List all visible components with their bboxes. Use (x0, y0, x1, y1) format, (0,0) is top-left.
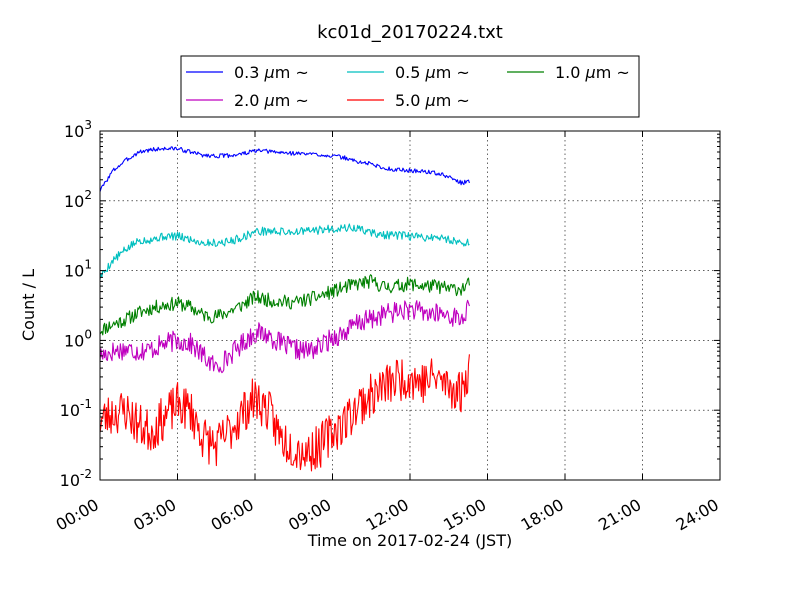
y-tick-label: 102 (64, 188, 92, 211)
axis-ticks (99, 130, 721, 481)
y-axis-label: Count / L (19, 269, 38, 341)
y-tick-label: 10-2 (60, 467, 92, 490)
legend-entry-label: 1.0 μm ~ (555, 63, 630, 82)
y-tick-label: 103 (64, 118, 92, 141)
series-line (99, 223, 470, 280)
legend-entry-label: 0.3 μm ~ (234, 63, 309, 82)
legend-entry-label: 2.0 μm ~ (234, 91, 309, 110)
y-tick-label: 101 (64, 258, 92, 281)
chart-title: kc01d_20170224.txt (317, 22, 503, 43)
legend-entry-label: 5.0 μm ~ (395, 91, 470, 110)
legend: 0.3 μm ~ 0.5 μm ~ 1.0 μm ~ 2.0 μm ~ 5.0 μm ~ (180, 55, 640, 118)
series-line (99, 146, 470, 192)
legend-entry-label: 0.5 μm ~ (395, 63, 470, 82)
legend-box (180, 55, 640, 118)
y-tick-label: 100 (64, 327, 92, 350)
series-line (99, 274, 470, 336)
series-lines (99, 146, 470, 472)
series-line (99, 354, 470, 472)
y-tick-labels: 10-2 10-1 100 101 102 103 (60, 118, 92, 490)
y-tick-label: 10-1 (60, 397, 92, 420)
series-line (99, 299, 470, 374)
x-axis-label: Time on 2017-02-24 (JST) (307, 531, 512, 550)
